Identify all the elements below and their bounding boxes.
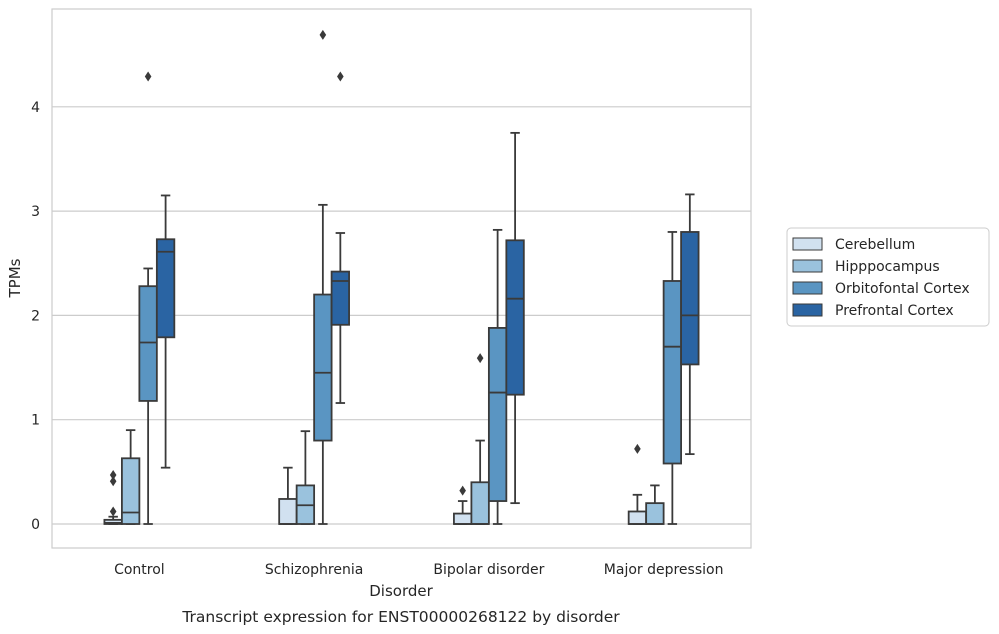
box-orbitofontal-cortex [313, 29, 333, 525]
chart-title: Transcript expression for ENST0000026812… [181, 608, 620, 626]
box-hipppocampus [645, 484, 665, 525]
outlier-point [109, 476, 117, 487]
y-tick-label: 2 [31, 308, 40, 324]
boxes [103, 29, 700, 525]
y-tick-label: 1 [31, 413, 40, 429]
legend-frame [786, 227, 990, 327]
box-orbitofontal-cortex [662, 231, 683, 525]
outlier-point [634, 443, 641, 454]
legend-swatch [792, 303, 823, 317]
legend-label: Prefrontal Cortex [835, 303, 954, 319]
y-tick-label: 0 [31, 517, 40, 533]
box-iqr [278, 498, 298, 525]
legend-label: Hipppocampus [835, 259, 940, 275]
box-iqr [505, 239, 525, 396]
box-iqr [627, 510, 648, 525]
box-prefrontal-cortex [505, 131, 525, 505]
box-prefrontal-cortex [155, 194, 176, 469]
y-tick-labels: 0 1 2 3 4 [31, 100, 40, 533]
x-tick-label: Bipolar disorder [433, 562, 544, 578]
legend-swatch [792, 259, 823, 273]
y-axis-label: TPMs [6, 258, 24, 298]
box-iqr [453, 512, 473, 525]
outlier-point [109, 506, 117, 517]
box-prefrontal-cortex [680, 193, 700, 456]
outlier-point [109, 469, 117, 480]
box-iqr [330, 270, 350, 326]
box-iqr [121, 457, 141, 525]
box-iqr [155, 238, 176, 339]
legend-swatch [792, 281, 823, 295]
box-orbitofontal-cortex [487, 228, 508, 525]
box-iqr [662, 280, 683, 465]
box-cerebellum [627, 443, 648, 525]
legend-swatch [792, 237, 823, 251]
box-hipppocampus [470, 353, 490, 525]
box-iqr [680, 231, 700, 366]
x-tick-label: Major depression [604, 562, 724, 578]
box-orbitofontal-cortex [138, 71, 158, 525]
legend: Cerebellum Hipppocampus Orbitofontal Corte… [786, 227, 990, 327]
box-hipppocampus [295, 430, 316, 525]
outlier-point [144, 71, 152, 82]
box-iqr [487, 327, 508, 502]
y-tick-label: 3 [31, 204, 40, 220]
x-tick-label: Control [114, 562, 165, 578]
x-axis-label: Disorder [369, 582, 433, 600]
y-tick-label: 4 [31, 100, 40, 116]
outlier-point [476, 353, 484, 364]
legend-label: Cerebellum [835, 237, 915, 253]
box-cerebellum [103, 469, 123, 525]
box-iqr [645, 502, 665, 525]
box-iqr [138, 285, 158, 402]
outlier-point [459, 485, 466, 496]
outlier-point [337, 71, 344, 82]
legend-label: Orbitofontal Cortex [835, 281, 970, 297]
box-cerebellum [278, 466, 298, 525]
x-tick-labels: Control Schizophrenia Bipolar disorder Majo… [114, 562, 723, 578]
x-tick-label: Schizophrenia [265, 562, 363, 578]
plot-frame [51, 8, 752, 549]
box-iqr [470, 481, 490, 525]
box-iqr [313, 293, 333, 442]
box-cerebellum [453, 485, 473, 525]
box-prefrontal-cortex [330, 71, 350, 404]
outlier-point [319, 29, 327, 40]
box-hipppocampus [121, 429, 141, 525]
